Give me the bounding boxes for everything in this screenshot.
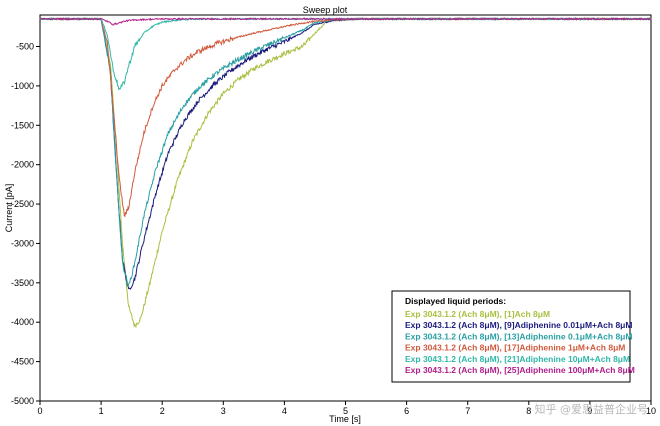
y-tick-label: -500	[16, 42, 34, 52]
x-axis-title: Time [s]	[329, 414, 361, 424]
legend-entry-3: Exp 3043.1.2 (Ach 8μM), [13]Adiphenine 0…	[405, 331, 632, 341]
x-tick-label: 5	[343, 406, 348, 416]
x-tick-label: 10	[646, 406, 656, 416]
x-tick-label: 4	[282, 406, 287, 416]
legend-entry-6: Exp 3043.1.2 (Ach 8μM), [25]Adiphenine 1…	[405, 365, 635, 375]
legend-entry-1: Exp 3043.1.2 (Ach 8μM), [1]Ach 8μM	[405, 309, 550, 319]
y-tick-label: -2000	[11, 160, 34, 170]
legend: Displayed liquid periods: Exp 3043.1.2 (…	[391, 290, 635, 383]
x-tick-label: 3	[221, 406, 226, 416]
watermark-text: 知乎 @爱思益普企业号	[535, 402, 649, 416]
x-tick-label: 8	[526, 406, 531, 416]
chart-title: Sweep plot	[303, 5, 348, 15]
y-tick-label: -4500	[11, 357, 34, 367]
x-tick-label: 9	[587, 406, 592, 416]
y-axis-ticks: -500 -1000 -1500 -2000 -2500 -3000 -3500 -4000 -…	[11, 42, 40, 406]
series-lines	[39, 16, 652, 329]
legend-entry-4: Exp 3043.1.2 (Ach 8μM), [17]Adiphenine 1…	[405, 343, 625, 353]
x-tick-label: 2	[160, 406, 165, 416]
legend-title: Displayed liquid periods:	[405, 296, 506, 306]
legend-entry-5: Exp 3043.1.2 (Ach 8μM), [21]Adiphenine 1…	[405, 354, 630, 364]
x-tick-label: 1	[99, 406, 104, 416]
x-tick-label: 0	[37, 406, 42, 416]
y-tick-label: -5000	[11, 396, 34, 406]
y-tick-label: -1500	[11, 120, 34, 130]
y-tick-label: -1000	[11, 81, 34, 91]
y-tick-label: -2500	[11, 199, 34, 209]
x-axis-ticks: 0 1 2 3 4 5 6 7 8 9 10	[37, 401, 656, 416]
y-tick-label: -4000	[11, 317, 34, 327]
series-line-6	[39, 17, 652, 26]
legend-box	[391, 290, 631, 383]
legend-entry-2: Exp 3043.1.2 (Ach 8μM), [9]Adiphenine 0.…	[405, 320, 632, 330]
y-axis-title: Current [pA]	[4, 184, 14, 233]
x-tick-label: 6	[404, 406, 409, 416]
y-tick-label: -3500	[11, 278, 34, 288]
y-tick-label: -3000	[11, 238, 34, 248]
x-tick-label: 7	[465, 406, 470, 416]
